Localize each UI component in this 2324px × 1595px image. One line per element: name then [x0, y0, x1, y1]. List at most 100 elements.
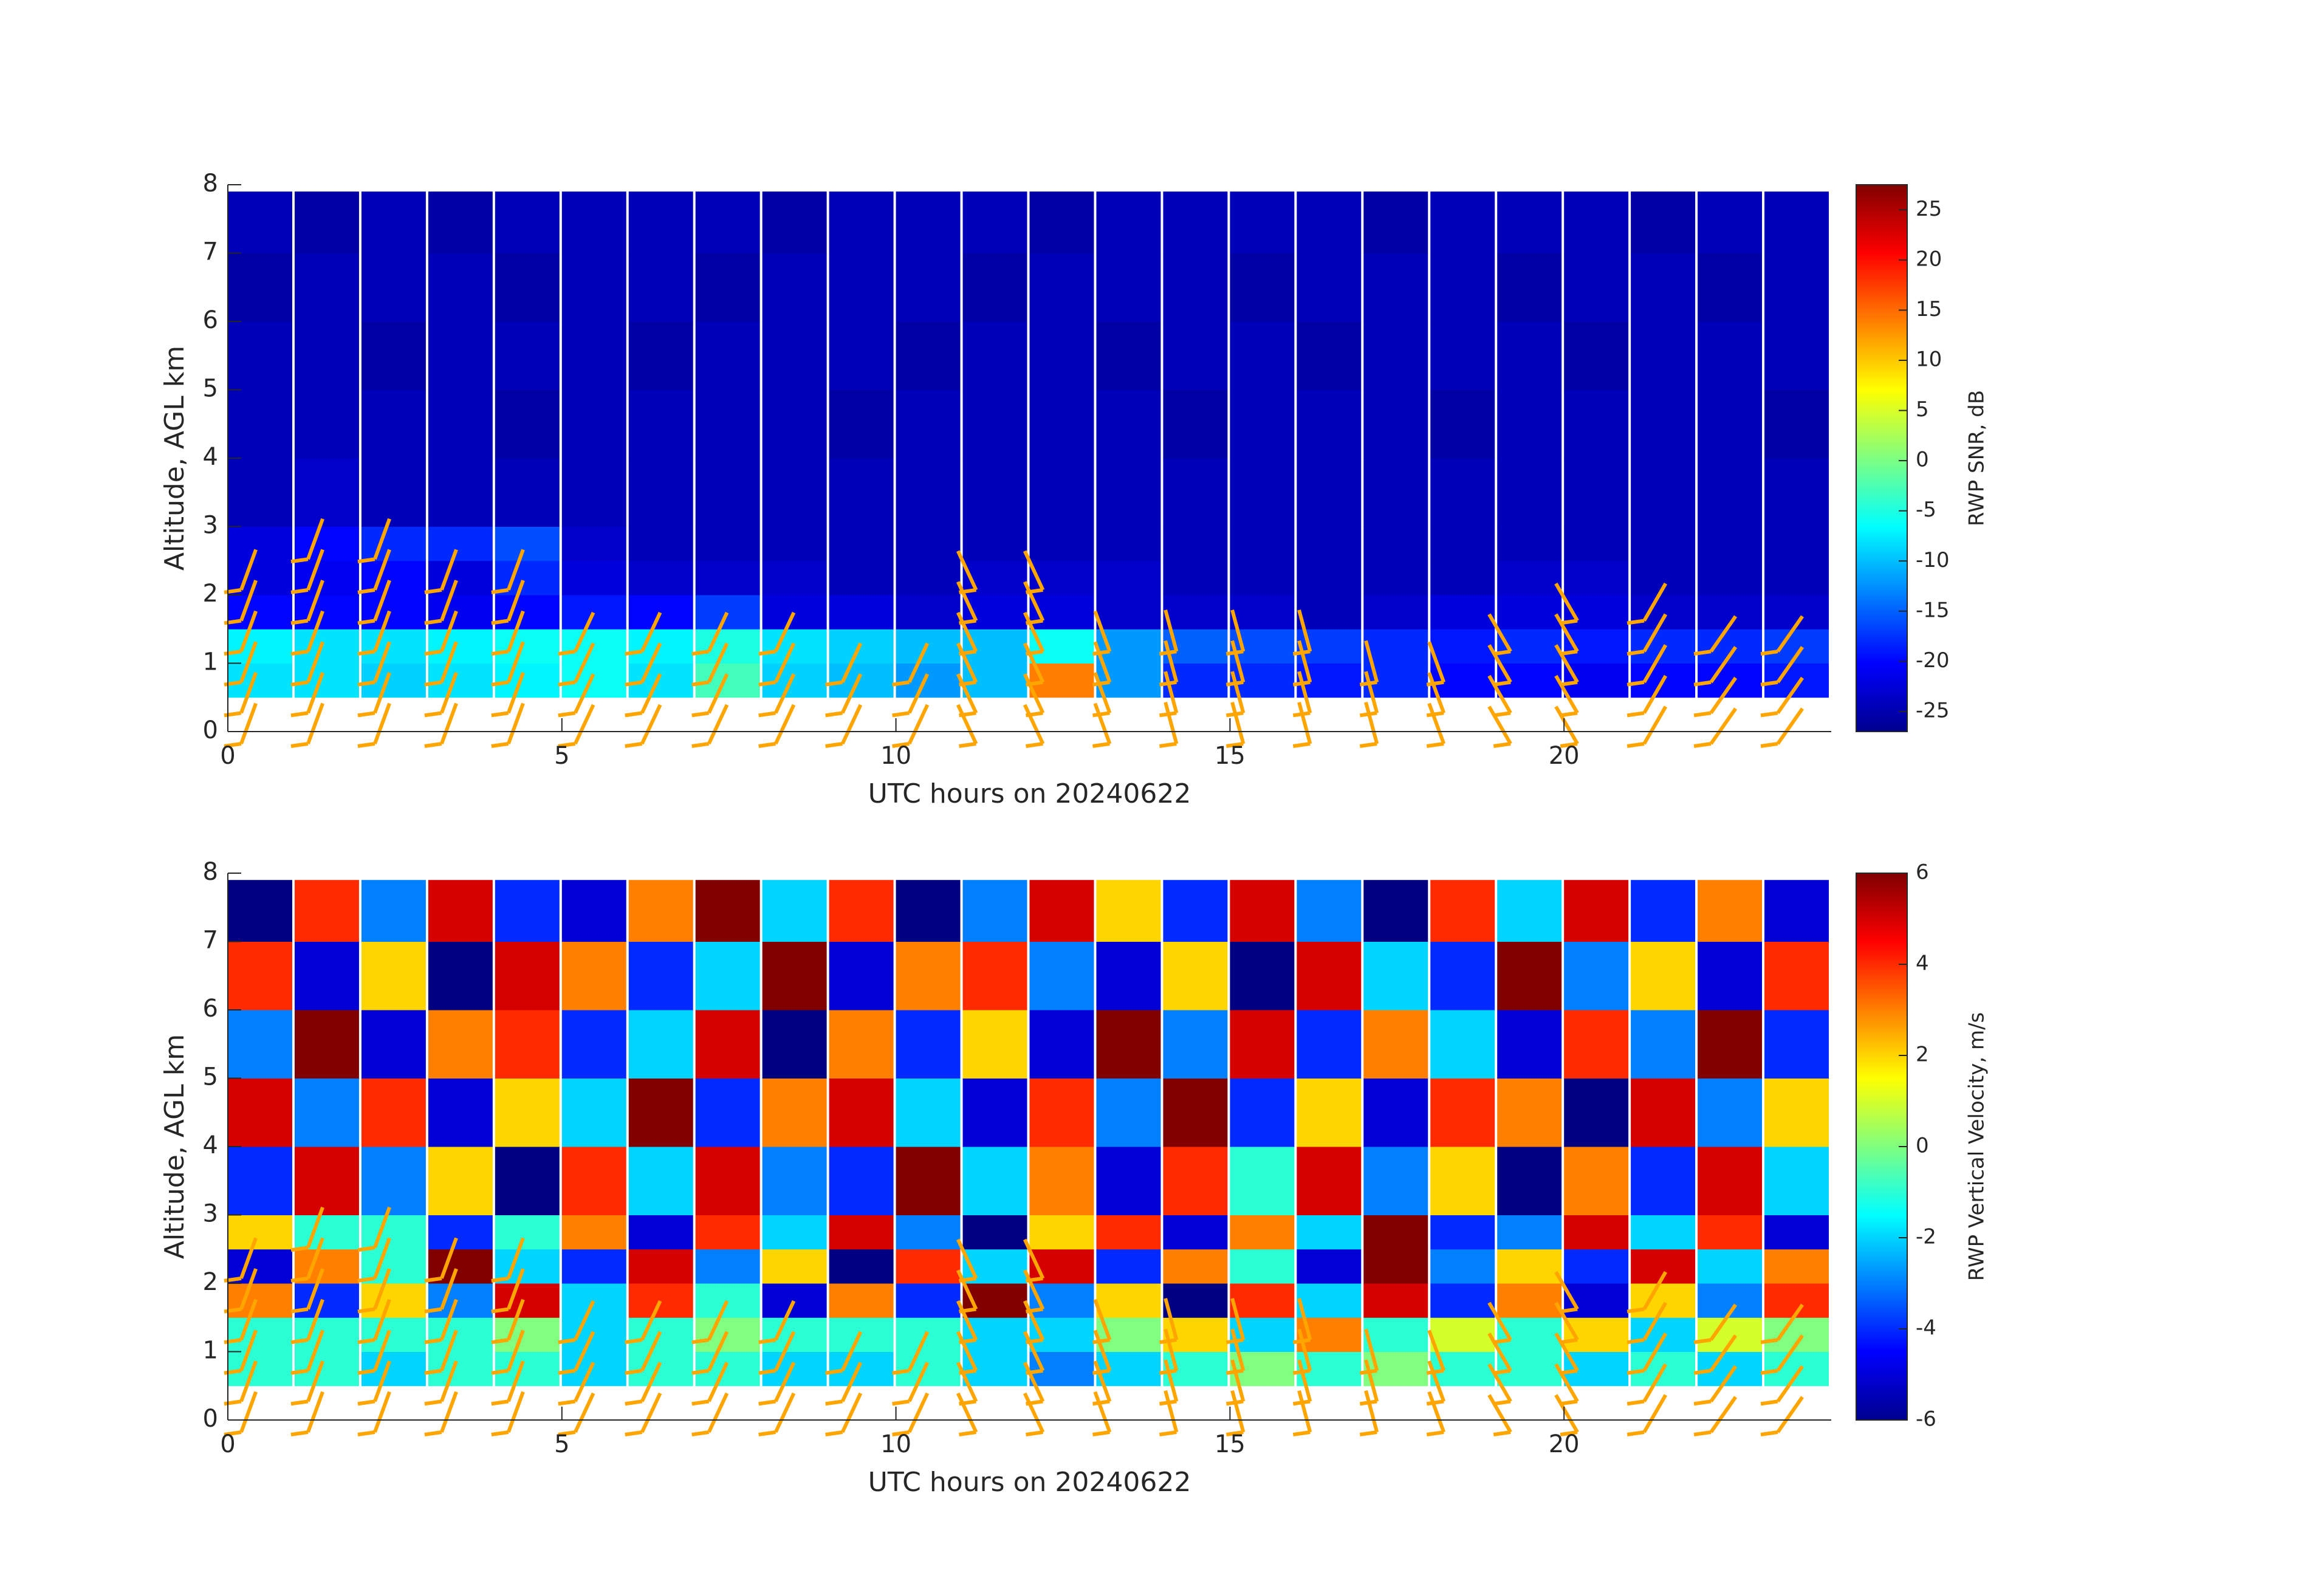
heatmap-cell — [1430, 389, 1495, 459]
heatmap-cell — [561, 1010, 626, 1079]
barb-shaft — [956, 611, 978, 653]
barb-flag — [892, 680, 910, 687]
barb-flag — [290, 1338, 309, 1345]
heatmap-cell — [428, 389, 493, 459]
barb-shaft — [306, 518, 324, 560]
heatmap-cell — [1430, 321, 1495, 390]
y-tick-label: 7 — [203, 927, 218, 955]
barb-flag — [1225, 742, 1244, 748]
heatmap-cell — [561, 526, 626, 561]
heatmap-cell — [1430, 880, 1495, 942]
barb-flag — [959, 1368, 976, 1375]
barb-flag — [1159, 1430, 1177, 1436]
barb-flag — [1026, 680, 1043, 687]
barb-shaft — [1364, 1390, 1379, 1433]
heatmap-cell — [1564, 560, 1629, 595]
y-tick-label: 8 — [203, 858, 218, 886]
barb-flag — [1225, 650, 1244, 656]
y-axis-label: Altitude, AGL km — [159, 1034, 190, 1259]
barb-shaft — [440, 1268, 458, 1310]
heatmap-cell — [896, 941, 961, 1010]
heatmap-cell — [896, 595, 961, 629]
barb-flag — [1159, 650, 1177, 656]
heatmap-cell — [762, 1249, 827, 1284]
heatmap-cell — [695, 191, 760, 253]
heatmap-cell — [361, 321, 426, 390]
y-tick-label: 3 — [203, 512, 218, 540]
heatmap-cell — [962, 458, 1027, 527]
heatmap-cell — [1430, 1351, 1495, 1387]
heatmap-cell — [1230, 941, 1295, 1010]
barb-shaft — [1709, 615, 1738, 653]
barb-shaft — [707, 642, 729, 684]
heatmap-cell — [1029, 1215, 1094, 1250]
heatmap-cell — [1297, 1215, 1362, 1250]
barb-shaft — [1297, 702, 1312, 744]
heatmap-cell — [1631, 1283, 1696, 1318]
heatmap-cell — [1029, 880, 1094, 942]
barb-shaft — [239, 1391, 258, 1433]
barb-shaft — [1776, 615, 1804, 653]
heatmap-cell — [294, 1317, 359, 1352]
barb-flag — [1026, 1338, 1043, 1345]
barb-flag — [691, 711, 710, 718]
heatmap-cell — [762, 321, 827, 390]
barb-flag — [224, 588, 242, 594]
barb-flag — [1693, 1338, 1712, 1345]
x-tick-label: 15 — [1215, 1430, 1246, 1458]
barb-shaft — [707, 1392, 729, 1433]
barb-shaft — [1364, 671, 1379, 714]
heatmap-cell — [1230, 1010, 1295, 1079]
heatmap-cell — [1297, 1249, 1362, 1284]
barb-shaft — [239, 549, 258, 591]
barb-flag — [1760, 1338, 1778, 1345]
heatmap-cell — [361, 941, 426, 1010]
barb-shaft — [306, 1391, 324, 1433]
heatmap-cell — [628, 526, 693, 561]
barb-shaft — [1023, 704, 1045, 745]
wind-barb — [1693, 615, 1738, 748]
heatmap-cell — [1564, 1351, 1629, 1387]
barb-shaft — [1364, 1328, 1379, 1371]
barb-flag — [1560, 680, 1578, 687]
barb-shaft — [306, 671, 324, 714]
barb-flag — [290, 557, 309, 564]
barb-flag — [558, 650, 576, 656]
heatmap-cell — [1029, 253, 1094, 322]
heatmap-cell — [1297, 253, 1362, 322]
barb-shaft — [1023, 550, 1045, 591]
barb-shaft — [1487, 705, 1512, 745]
heatmap-cell — [1297, 389, 1362, 459]
barb-shaft — [707, 1300, 729, 1341]
heatmap-cell — [829, 880, 894, 942]
heatmap-cell — [1363, 941, 1428, 1010]
heatmap-cell — [1631, 1215, 1696, 1250]
barb-shaft — [1230, 1298, 1246, 1340]
heatmap-cell — [428, 1078, 493, 1147]
barb-shaft — [1642, 582, 1668, 622]
heatmap-cell — [1497, 1283, 1562, 1318]
barb-flag — [1092, 650, 1110, 656]
heatmap-cell — [896, 663, 961, 698]
barb-shaft — [1230, 640, 1246, 683]
barb-flag — [625, 650, 643, 656]
heatmap-cell — [1764, 663, 1829, 698]
barb-shaft — [1023, 1238, 1045, 1280]
barb-shaft — [956, 642, 978, 684]
barb-flag — [691, 650, 710, 656]
heatmap-cell — [1163, 1147, 1228, 1215]
heatmap-cell — [1230, 1249, 1295, 1284]
barb-flag — [1026, 711, 1043, 718]
colorbar-tick-label: -2 — [1916, 1225, 1936, 1249]
barb-flag — [491, 1399, 509, 1406]
barb-flag — [224, 1430, 242, 1436]
colorbar-tick-label: 2 — [1916, 1043, 1929, 1067]
heatmap-cell — [361, 1147, 426, 1215]
barb-shaft — [373, 641, 391, 683]
barb-flag — [357, 742, 375, 748]
heatmap-cell — [762, 1147, 827, 1215]
heatmap-cell — [1764, 389, 1829, 459]
heatmap-cell — [896, 191, 961, 253]
heatmap-cell — [561, 595, 626, 629]
barb-shaft — [574, 1392, 595, 1433]
